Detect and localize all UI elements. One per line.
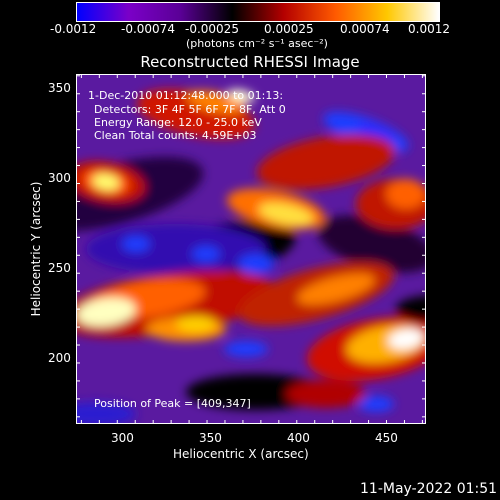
image-blob <box>317 215 426 273</box>
colorbar-gradient <box>76 2 440 22</box>
colorbar-tick-label: 0.0012 <box>408 22 450 36</box>
plot-title: Reconstructed RHESSI Image <box>140 53 360 71</box>
image-blob <box>86 224 266 274</box>
x-tick-label: 300 <box>111 431 134 445</box>
image-blob <box>122 236 150 252</box>
image-blob <box>192 246 220 262</box>
image-blob <box>176 316 216 332</box>
y-tick-label: 200 <box>48 351 71 365</box>
image-blob <box>76 297 136 327</box>
image-blob <box>358 396 394 412</box>
image-blob <box>238 254 274 274</box>
image-blob <box>186 374 326 410</box>
x-tick-label: 400 <box>287 431 310 445</box>
image-blob <box>357 121 395 143</box>
image-blob <box>258 202 314 226</box>
image-blob <box>297 273 375 305</box>
image-blob <box>396 295 426 323</box>
colorbar-ticks: -0.0012 -0.00074 -0.00025 0.00025 0.0007… <box>0 22 500 38</box>
y-axis-label: Heliocentric Y (arcsec) <box>29 181 43 317</box>
image-blob <box>92 173 120 191</box>
image-blob <box>76 402 136 424</box>
colorbar-tick-label: -0.0012 <box>50 22 97 36</box>
x-tick-label: 350 <box>199 431 222 445</box>
colorbar <box>76 2 440 24</box>
axis-ticks <box>76 74 426 424</box>
x-axis-label: Heliocentric X (arcsec) <box>173 447 309 461</box>
overlay-peak-position: Position of Peak = [409,347] <box>94 397 251 410</box>
colorbar-tick-label: -0.00025 <box>185 22 239 36</box>
x-tick-label: 450 <box>375 431 398 445</box>
overlay-time-range: 1-Dec-2010 01:12:48.000 to 01:13: <box>88 89 284 102</box>
image-blobs <box>76 89 426 424</box>
image-blob <box>286 380 366 408</box>
overlay-detectors: Detectors: 3F 4F 5F 6F 7F 8F, Att 0 <box>94 103 286 116</box>
plot-frame <box>76 74 426 424</box>
image-blob <box>227 89 255 103</box>
image-blob <box>386 179 426 209</box>
image-map <box>76 74 426 424</box>
overlay-clean: Clean Total counts: 4.59E+03 <box>94 129 257 142</box>
y-tick-label: 250 <box>48 261 71 275</box>
y-tick-label: 300 <box>48 171 71 185</box>
footer-timestamp: 11-May-2022 01:51 <box>360 481 498 497</box>
image-blob <box>224 341 268 357</box>
image-blob <box>256 134 396 190</box>
y-tick-label: 350 <box>48 81 71 95</box>
colorbar-tick-label: 0.00025 <box>264 22 314 36</box>
colorbar-tick-label: 0.00074 <box>340 22 390 36</box>
image-blob <box>388 328 424 350</box>
colorbar-tick-label: -0.00074 <box>121 22 175 36</box>
image-plot: 1-Dec-2010 01:12:48.000 to 01:13: Detect… <box>76 74 426 424</box>
overlay-energy: Energy Range: 12.0 - 25.0 keV <box>94 116 262 129</box>
colorbar-units: (photons cm⁻² s⁻¹ asec⁻²) <box>186 37 328 50</box>
